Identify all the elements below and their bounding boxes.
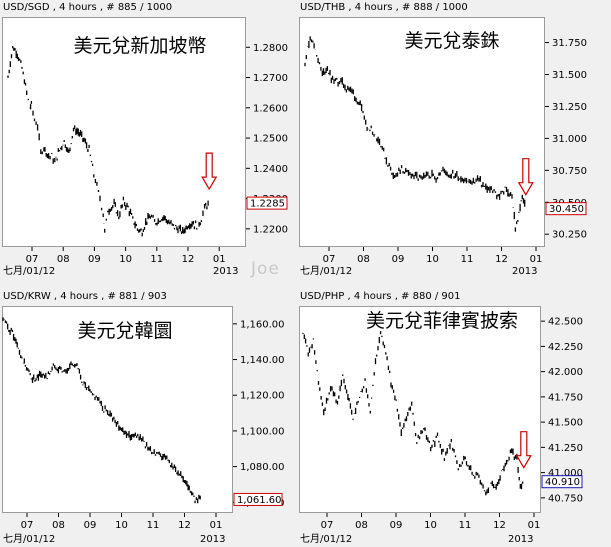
- x-tick-label: 08: [355, 520, 368, 531]
- x-tick-label: 09: [88, 254, 101, 265]
- y-tick-label: 40.750: [548, 493, 583, 504]
- watermark-text: Joe: [251, 259, 280, 279]
- chart-title: 美元兌新加坡幣: [73, 35, 206, 57]
- x-tick-label: 07: [323, 254, 336, 265]
- y-tick-label: 1.2600: [253, 103, 288, 114]
- x-tick-label: 09: [392, 254, 405, 265]
- chart-header: USD/KRW , 4 hours , # 881 / 903: [3, 291, 167, 302]
- chart-svg: 美元兌菲律賓披索 42.500 42.250 42.000 41.750 41.500 41…: [300, 310, 583, 545]
- y-tick-label: 41.250: [548, 443, 583, 454]
- x-tick-label: 11: [150, 254, 163, 265]
- y-tick-label: 1,140.00: [240, 355, 285, 366]
- chart-header: USD/SGD , 4 hours , # 885 / 1000: [3, 2, 173, 13]
- chart-svg: 美元兌新加坡幣 1.2800 1.2700 1.2600 1.2500 1.2400 1.2…: [3, 35, 288, 277]
- x-tick-label: 08: [57, 254, 70, 265]
- x-tick-label: 08: [52, 520, 65, 531]
- y-tick-label: 30.250: [552, 230, 587, 241]
- x-tick-label: 12: [493, 520, 506, 531]
- price-series: [7, 46, 209, 237]
- x-tick-label: 01: [530, 254, 543, 265]
- start-date-label: 七月/01/12: [3, 533, 55, 545]
- y-tick-label: 1.2700: [253, 73, 288, 84]
- x-tick-label: 10: [119, 254, 132, 265]
- last-value-box: [545, 202, 587, 216]
- down-arrow-icon: [515, 431, 532, 469]
- y-tick-label: 1.2500: [253, 134, 288, 145]
- y-tick-label: 41.000: [548, 468, 583, 479]
- last-value-box: [233, 492, 283, 506]
- x-tick-label: 11: [147, 520, 160, 531]
- start-date-label: 七月/01/12: [300, 265, 352, 277]
- y-tick-label: 31.750: [552, 38, 587, 49]
- chart-title: 美元兌韓圜: [77, 320, 172, 342]
- price-series: [2, 317, 201, 504]
- x-tick-label: 01: [213, 254, 226, 265]
- chart-usd-krw: USD/KRW , 4 hours , # 881 / 903 美元兌韓圜 1,1…: [0, 289, 305, 547]
- x-tick-label: 01: [210, 520, 223, 531]
- plot-area: [2, 17, 246, 247]
- y-tick-label: 31.250: [552, 102, 587, 113]
- x-tick-label: 09: [84, 520, 97, 531]
- chart-header: USD/THB , 4 hours , # 888 / 1000: [300, 2, 468, 13]
- chart-svg: 美元兌韓圜 1,160.00 1,140.00 1,120.00 1,100.00 1,0…: [2, 317, 285, 545]
- y-tick-label: 41.750: [548, 392, 583, 403]
- down-arrow-icon: [201, 152, 218, 191]
- chart-usd-thb: USD/THB , 4 hours , # 888 / 1000 美元兌泰銖 31…: [297, 0, 611, 280]
- y-tick-label: 31.500: [552, 70, 587, 81]
- year-label: 2013: [213, 266, 238, 277]
- price-series: [304, 36, 526, 232]
- last-value-label: 30.450: [549, 204, 584, 215]
- chart-header: USD/PHP , 4 hours , # 880 / 901: [300, 291, 461, 302]
- year-label: 2013: [508, 534, 533, 545]
- x-tick-label: 10: [426, 254, 439, 265]
- x-tick-label: 10: [424, 520, 437, 531]
- plot-area: [2, 306, 233, 513]
- x-tick-label: 07: [26, 254, 39, 265]
- year-label: 2013: [512, 266, 537, 277]
- y-tick-label: 42.000: [548, 367, 583, 378]
- chart-svg: 美元兌泰銖31.75031.50031.25031.00030.75030.50…: [300, 30, 587, 277]
- x-tick-label: 09: [390, 520, 403, 531]
- y-tick-label: 42.250: [548, 342, 583, 353]
- x-tick-label: 12: [178, 520, 191, 531]
- down-arrow-icon: [517, 158, 534, 196]
- y-tick-label: 1.2400: [253, 164, 288, 175]
- y-tick-label: 1,160.00: [240, 319, 285, 330]
- x-tick-label: 08: [357, 254, 370, 265]
- x-tick-label: 07: [21, 520, 34, 531]
- x-tick-label: 12: [495, 254, 508, 265]
- x-tick-label: 10: [115, 520, 128, 531]
- y-tick-label: 42.500: [548, 317, 583, 328]
- chart-usd-sgd: USD/SGD , 4 hours , # 885 / 1000 美元兌新加坡幣…: [0, 0, 305, 280]
- price-series: [302, 331, 524, 496]
- start-date-label: 七月/01/12: [300, 533, 352, 545]
- y-tick-label: 1,080.00: [240, 462, 285, 473]
- chart-title: 美元兌泰銖: [404, 30, 499, 52]
- plot-area: [299, 17, 545, 247]
- year-label: 2013: [200, 534, 225, 545]
- y-tick-label: 1,120.00: [240, 391, 285, 402]
- last-value-label: 40.910: [545, 477, 580, 488]
- last-value-box: [541, 475, 583, 489]
- y-tick-label: 1.2200: [253, 224, 288, 235]
- x-tick-label: 01: [528, 520, 541, 531]
- last-value-label: 1,061.60: [237, 495, 282, 506]
- x-tick-label: 11: [459, 520, 472, 531]
- y-tick-label: 30.750: [552, 166, 587, 177]
- y-tick-label: 1,100.00: [240, 426, 285, 437]
- x-tick-label: 12: [182, 254, 195, 265]
- chart-title: 美元兌菲律賓披索: [366, 310, 518, 332]
- chart-usd-php: USD/PHP , 4 hours , # 880 / 901 美元兌菲律賓披索…: [297, 289, 611, 547]
- last-value-box: [246, 196, 288, 210]
- x-tick-label: 11: [461, 254, 474, 265]
- y-tick-label: 41.500: [548, 418, 583, 429]
- start-date-label: 七月/01/12: [3, 265, 55, 277]
- last-value-label: 1.2285: [250, 199, 285, 210]
- x-tick-label: 07: [321, 520, 334, 531]
- y-tick-label: 1.2800: [253, 43, 288, 54]
- y-tick-label: 31.000: [552, 134, 587, 145]
